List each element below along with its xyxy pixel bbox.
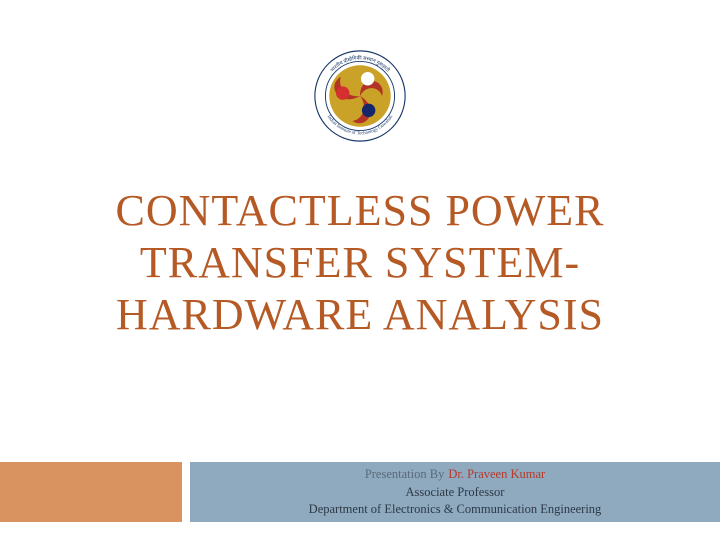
institution-logo: भारतीय प्रौद्योगिकी संस्थान गुवाहाटी Ind… — [312, 48, 408, 144]
presentation-title: CONTACTLESS POWER TRANSFER SYSTEM- HARDW… — [0, 185, 720, 341]
logo-dot-white — [361, 72, 374, 85]
logo-svg: भारतीय प्रौद्योगिकी संस्थान गुवाहाटी Ind… — [312, 48, 408, 144]
presenter-department: Department of Electronics & Communicatio… — [309, 501, 602, 518]
footer-bar: Presentation By Dr. Praveen Kumar Associ… — [0, 462, 720, 522]
footer-gap — [182, 462, 190, 522]
footer-byline: Presentation By Dr. Praveen Kumar — [365, 466, 545, 483]
presenter-name: Dr. Praveen Kumar — [448, 466, 545, 483]
slide: भारतीय प्रौद्योगिकी संस्थान गुवाहाटी Ind… — [0, 0, 720, 540]
presentation-by-label: Presentation By — [365, 466, 445, 483]
footer-main-block: Presentation By Dr. Praveen Kumar Associ… — [190, 462, 720, 522]
presenter-role: Associate Professor — [406, 484, 505, 501]
footer-accent-block — [0, 462, 182, 522]
logo-dot-blue — [362, 104, 375, 117]
logo-dot-red — [336, 86, 349, 99]
